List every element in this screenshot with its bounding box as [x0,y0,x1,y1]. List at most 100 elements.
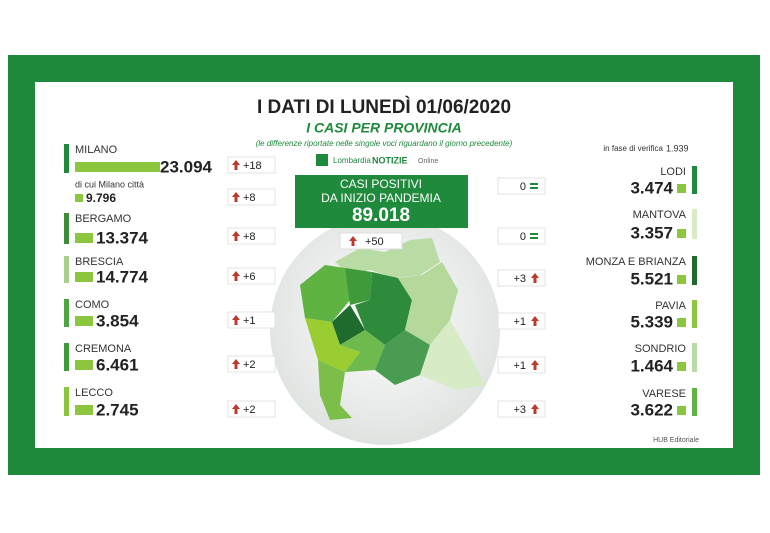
province-value: 3.357 [630,223,673,242]
arrow-up [232,271,240,281]
province-value: 13.374 [96,228,149,247]
province-bar [677,362,686,371]
equal-sign [530,237,538,239]
diff-box [227,156,276,174]
note: (le differenze riportate nelle singole v… [256,139,513,148]
province-value: 5.521 [630,269,673,288]
province-name: VARESE [642,388,686,400]
diff-box [227,311,276,329]
province-value: 3.622 [630,400,673,419]
province-name: LODI [660,166,686,178]
province-bar [75,405,93,415]
diff: +18 [243,160,262,172]
city-value: 9.796 [86,191,116,205]
diff-box [227,227,276,245]
arrow-up [531,360,539,370]
arrow-up [232,359,240,369]
arrow-up [349,236,357,246]
province-bar [75,233,93,243]
equal-sign [530,183,538,185]
arrow-up [232,192,240,202]
province-name: LECCO [75,387,113,399]
arrow-up [531,404,539,414]
province-mark [64,387,69,416]
arrow-up [232,315,240,325]
province-bar [75,162,160,172]
arrow-up [232,404,240,414]
city-label: di cui Milano città [75,179,144,189]
diff: +1 [243,315,256,327]
diff-box [339,232,403,250]
province-bar [75,316,93,326]
total-box [295,175,468,228]
diff-box [497,227,546,245]
province-bar [677,184,686,193]
province-mark [692,343,697,372]
diff: +1 [513,360,526,372]
diff-box [227,355,276,373]
province-mark [692,256,697,285]
pending-value: 1.939 [666,143,689,153]
province-name: BRESCIA [75,256,124,268]
diff-box [497,312,546,330]
diff: +2 [243,359,256,371]
province-bar [677,229,686,238]
province-mark [692,209,697,239]
province-mark [64,256,69,283]
province-name: SONDRIO [635,343,687,355]
province-value: 3.854 [96,311,139,330]
diff: +8 [243,192,256,204]
logo-main: Lombardia [333,156,371,165]
arrow-up [531,316,539,326]
province-mark [64,343,69,371]
map [300,238,485,420]
province-value: 6.461 [96,355,139,374]
province-name: CREMONA [75,343,132,355]
logo-icon [316,154,328,166]
province-bar [677,406,686,415]
diff-box [497,177,546,195]
diff-box [227,267,276,285]
province-mark [64,299,69,327]
province-name: MANTOVA [633,209,687,221]
diff: +1 [513,316,526,328]
diff: +6 [243,271,256,283]
title: I DATI DI LUNEDÌ 01/06/2020 [257,96,511,118]
diff: 0 [520,181,526,193]
diff-box [497,400,546,418]
diff: 0 [520,231,526,243]
province-name: MILANO [75,144,118,156]
province-bar [75,272,93,282]
equal-sign [530,233,538,235]
province-value: 1.464 [630,356,673,375]
province-bar [75,360,93,370]
diff: +3 [513,273,526,285]
province-value: 2.745 [96,400,139,419]
province-name: BERGAMO [75,213,132,225]
province-name: COMO [75,299,110,311]
province-mark [64,213,69,244]
credit: HUB Editoriale [653,437,699,444]
diff-box [497,356,546,374]
subtitle: I CASI PER PROVINCIA [306,120,462,136]
province-mark [64,144,69,173]
diff-box [227,400,276,418]
province-mark [692,166,697,194]
arrow-up [531,273,539,283]
logo-tail: Online [418,158,438,165]
province-mark [692,300,697,328]
total-diff: +50 [365,236,384,248]
province-value: 5.339 [630,312,673,331]
province-name: MONZA E BRIANZA [586,256,687,268]
arrow-up [232,160,240,170]
diff: +2 [243,404,256,416]
diff-box [497,269,546,287]
province-mark [692,388,697,416]
province-value: 23.094 [160,157,213,176]
total-value: 89.018 [352,205,410,226]
province-value: 3.474 [630,178,673,197]
equal-sign [530,187,538,189]
pending-label: in fase di verifica [603,144,663,153]
province-value: 14.774 [96,267,149,286]
